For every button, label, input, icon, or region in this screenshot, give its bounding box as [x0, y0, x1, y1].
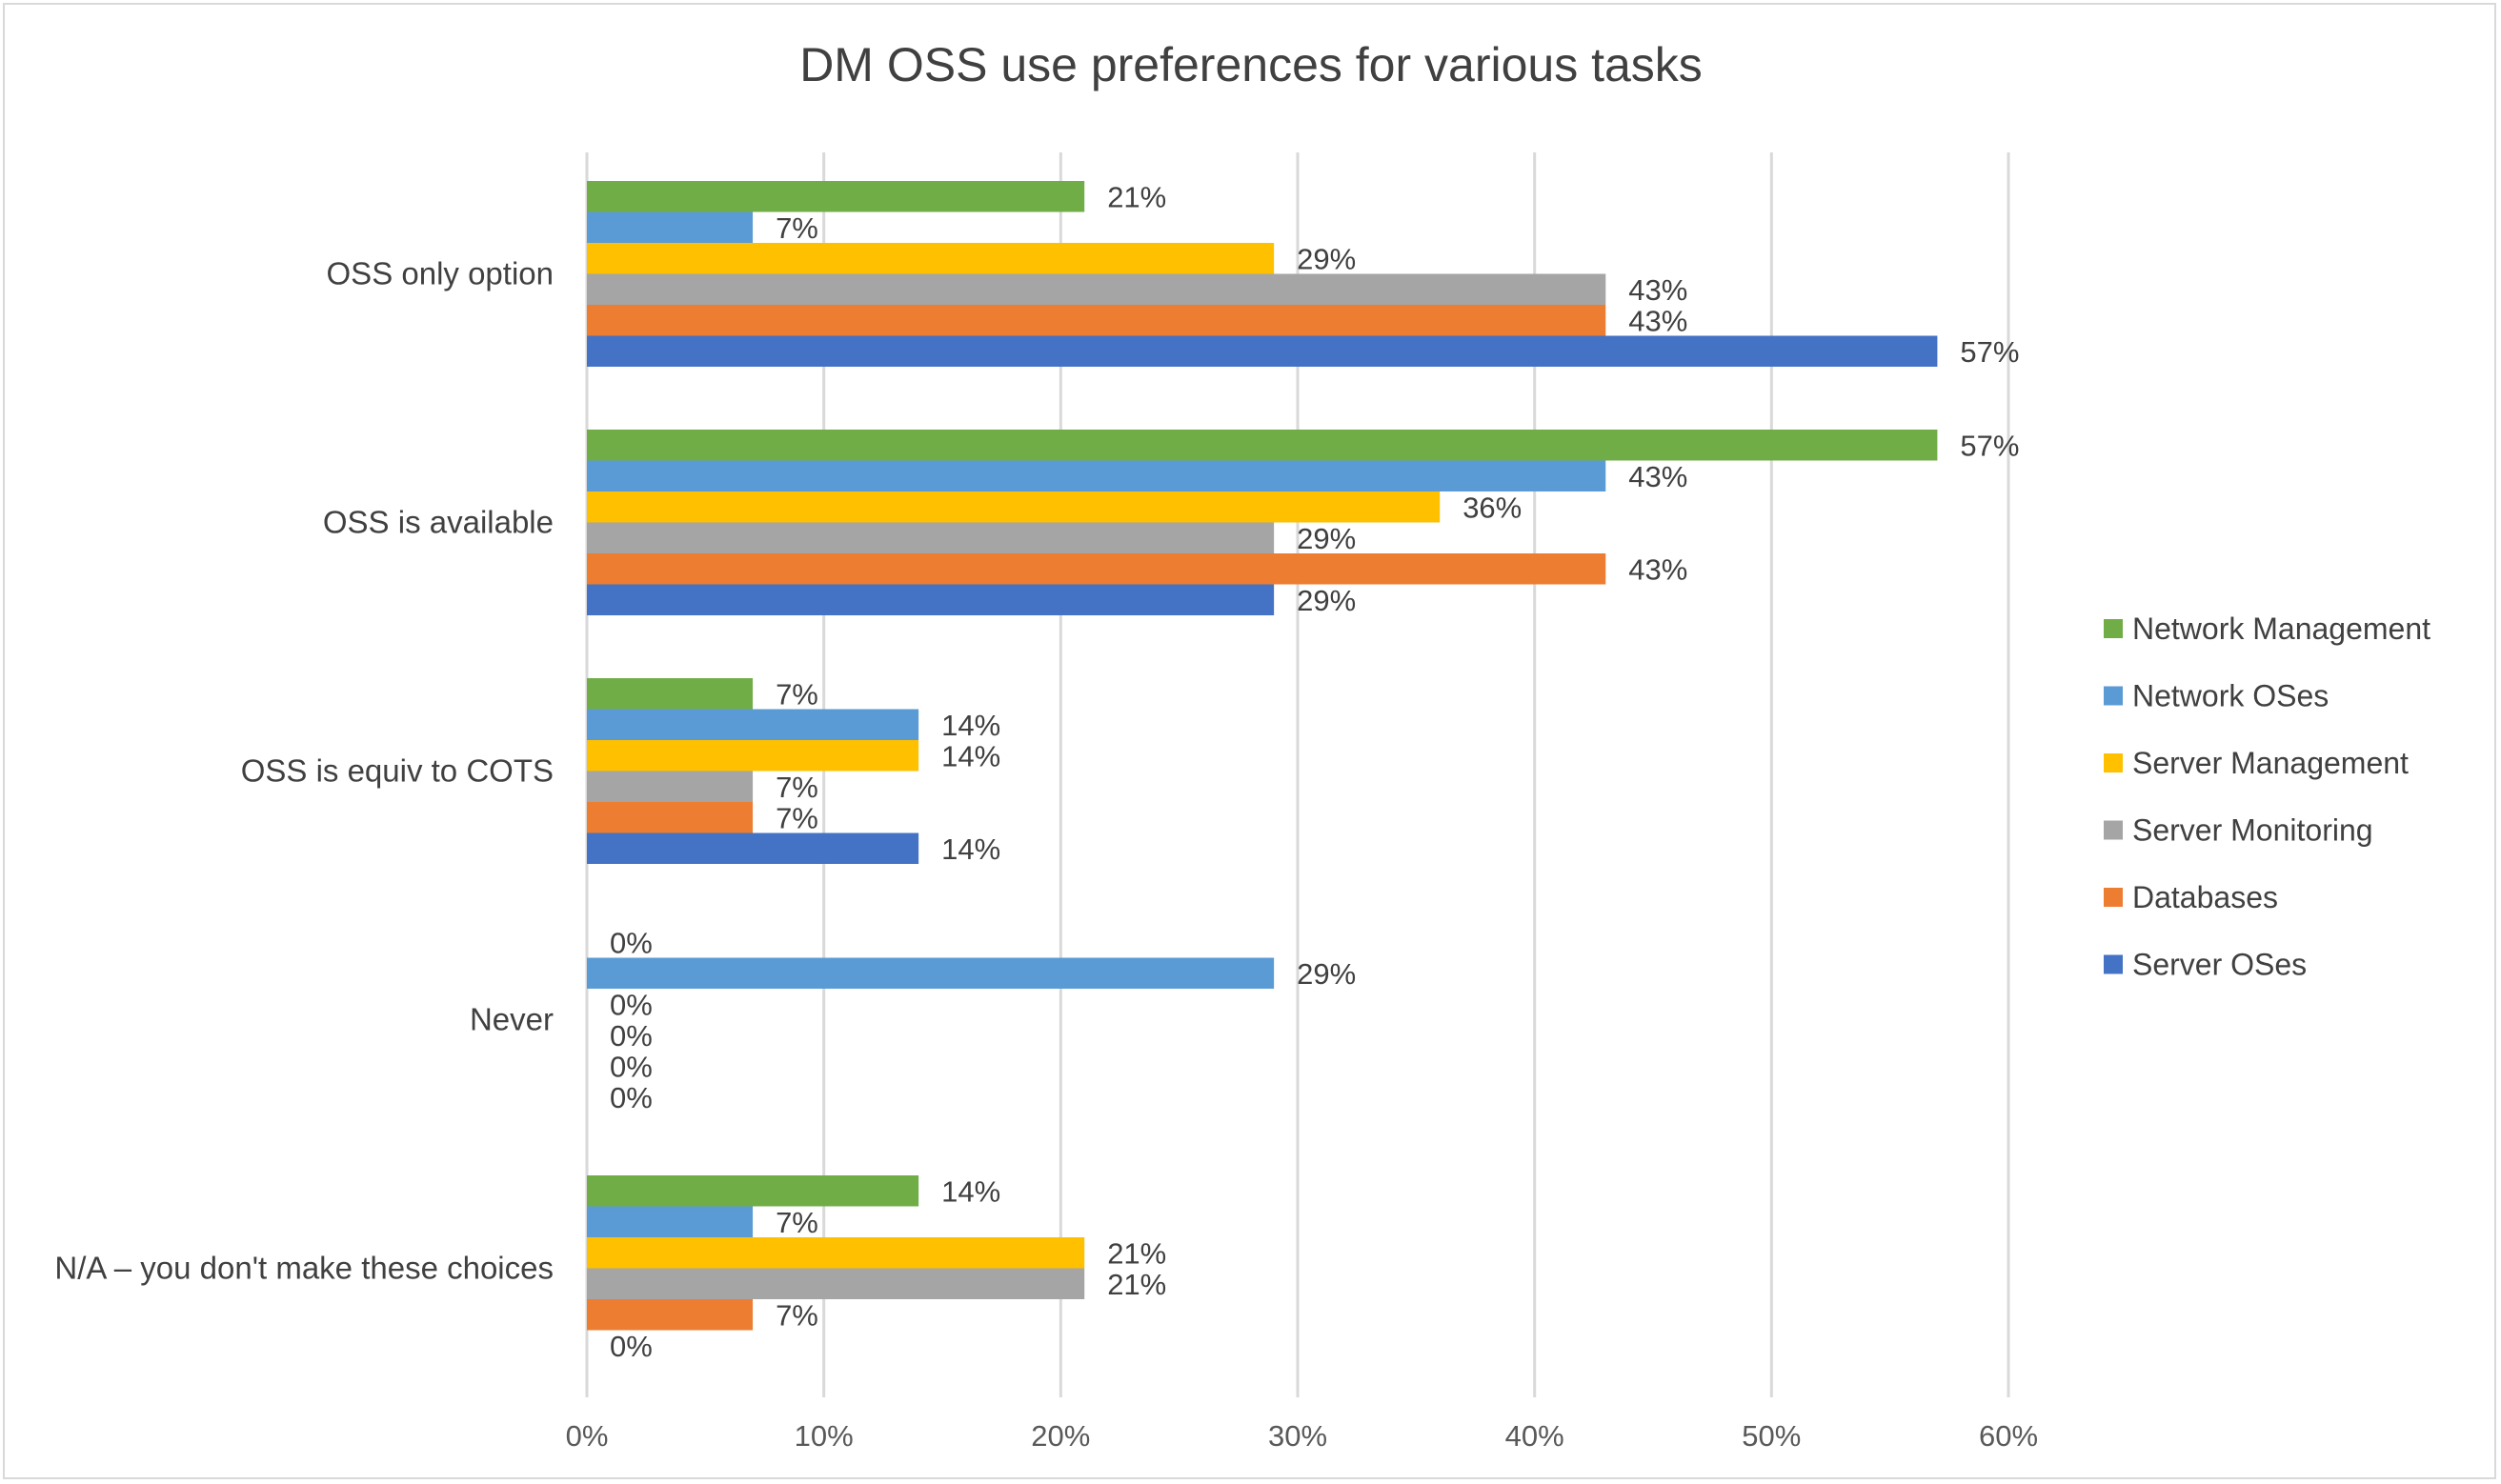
bar-databases-2 — [587, 802, 754, 833]
bar-server-management-2 — [587, 740, 919, 772]
data-label-server-monitoring-0: 43% — [1628, 273, 1687, 307]
bars — [587, 181, 1938, 1331]
data-label-databases-0: 43% — [1628, 304, 1687, 337]
legend-swatch-databases — [2104, 888, 2123, 907]
x-tick-label-1: 10% — [795, 1419, 854, 1453]
bar-server-oses-2 — [587, 832, 919, 864]
bar-network-management-1 — [587, 430, 1938, 461]
data-label-server-monitoring-1: 29% — [1297, 522, 1356, 555]
data-label-server-oses-2: 14% — [941, 832, 1000, 866]
legend-swatch-server-oses — [2104, 954, 2123, 974]
bar-network-oses-1 — [587, 460, 1606, 491]
legend-swatch-network-management — [2104, 619, 2123, 638]
legend-swatch-network-oses — [2104, 686, 2123, 706]
data-label-network-management-4: 14% — [941, 1174, 1000, 1208]
bar-server-management-1 — [587, 491, 1441, 523]
legend-label-network-management: Network Management — [2132, 612, 2430, 646]
data-label-databases-1: 43% — [1628, 552, 1687, 586]
data-label-network-management-2: 7% — [776, 677, 818, 711]
data-label-server-monitoring-2: 7% — [776, 771, 818, 804]
data-label-server-management-4: 21% — [1107, 1236, 1166, 1270]
bar-network-oses-2 — [587, 709, 919, 740]
x-tick-label-3: 30% — [1268, 1419, 1327, 1453]
legend-label-network-oses: Network OSes — [2132, 679, 2329, 713]
category-labels: OSS only option OSS is available OSS is eq… — [54, 256, 554, 1286]
bar-server-monitoring-4 — [587, 1268, 1085, 1299]
bar-network-oses-0 — [587, 211, 754, 243]
bar-network-oses-3 — [587, 957, 1275, 989]
legend-label-server-monitoring: Server Monitoring — [2132, 813, 2373, 848]
x-tick-label-2: 20% — [1031, 1419, 1090, 1453]
bar-server-monitoring-0 — [587, 273, 1606, 305]
legend: Network Management Network OSes Server Man… — [2104, 612, 2430, 982]
category-label-oss-is-available: OSS is available — [323, 505, 554, 540]
data-label-server-oses-1: 29% — [1297, 584, 1356, 617]
x-axis-ticks: 0% 10% 20% 30% 40% 50% 60% — [566, 1419, 2038, 1453]
category-label-oss-is-equiv-to-cots: OSS is equiv to COTS — [241, 753, 554, 789]
data-label-network-oses-2: 14% — [941, 709, 1000, 742]
data-label-server-monitoring-3: 0% — [610, 1019, 653, 1053]
category-label-oss-only-option: OSS only option — [327, 256, 554, 291]
data-label-network-management-1: 57% — [1960, 429, 2019, 462]
data-label-network-oses-0: 7% — [776, 211, 818, 245]
data-label-network-oses-4: 7% — [776, 1206, 818, 1239]
data-label-databases-2: 7% — [776, 801, 818, 834]
bar-server-oses-0 — [587, 335, 1938, 367]
chart-title: DM OSS use preferences for various tasks — [799, 38, 1703, 91]
legend-label-server-oses: Server OSes — [2132, 948, 2307, 982]
bar-network-management-2 — [587, 678, 754, 710]
category-label-never: Never — [470, 1002, 554, 1037]
bar-databases-0 — [587, 305, 1606, 336]
chart-frame: DM OSS use preferences for various tasks… — [3, 3, 2496, 1479]
data-label-server-management-3: 0% — [610, 988, 653, 1021]
bar-server-management-0 — [587, 243, 1275, 274]
x-tick-label-6: 60% — [1979, 1419, 2038, 1453]
bar-server-management-4 — [587, 1237, 1085, 1269]
data-label-server-management-1: 36% — [1462, 491, 1522, 524]
data-label-network-oses-1: 43% — [1628, 460, 1687, 493]
bar-network-management-4 — [587, 1175, 919, 1207]
legend-swatch-server-monitoring — [2104, 820, 2123, 840]
category-label-n-a-you-don-t-make-these-choices: N/A – you don't make these choices — [54, 1251, 554, 1286]
x-tick-label-4: 40% — [1505, 1419, 1564, 1453]
data-label-server-oses-3: 0% — [610, 1081, 653, 1114]
data-label-server-oses-0: 57% — [1960, 335, 2019, 369]
data-label-server-management-2: 14% — [941, 739, 1000, 772]
data-label-server-monitoring-4: 21% — [1107, 1268, 1166, 1301]
bar-network-oses-4 — [587, 1206, 754, 1237]
bar-server-oses-1 — [587, 584, 1275, 615]
bar-databases-4 — [587, 1299, 754, 1331]
x-tick-label-5: 50% — [1742, 1419, 1801, 1453]
data-label-network-management-3: 0% — [610, 926, 653, 959]
bar-databases-1 — [587, 553, 1606, 585]
data-labels: 21%7%29%43%43%57%57%43%36%29%43%29%7%14%… — [610, 180, 2019, 1363]
bar-server-monitoring-1 — [587, 522, 1275, 553]
legend-swatch-server-management — [2104, 753, 2123, 772]
legend-label-server-management: Server Management — [2132, 746, 2409, 780]
data-label-server-oses-4: 0% — [610, 1330, 653, 1363]
x-tick-label-0: 0% — [566, 1419, 609, 1453]
data-label-network-management-0: 21% — [1107, 180, 1166, 213]
data-label-network-oses-3: 29% — [1297, 957, 1356, 991]
chart-svg: DM OSS use preferences for various tasks… — [54, 38, 2430, 1453]
bar-server-monitoring-2 — [587, 771, 754, 802]
data-label-server-management-0: 29% — [1297, 242, 1356, 275]
data-label-databases-4: 7% — [776, 1298, 818, 1332]
legend-label-databases: Databases — [2132, 880, 2278, 914]
bar-network-management-0 — [587, 181, 1085, 212]
data-label-databases-3: 0% — [610, 1050, 653, 1083]
